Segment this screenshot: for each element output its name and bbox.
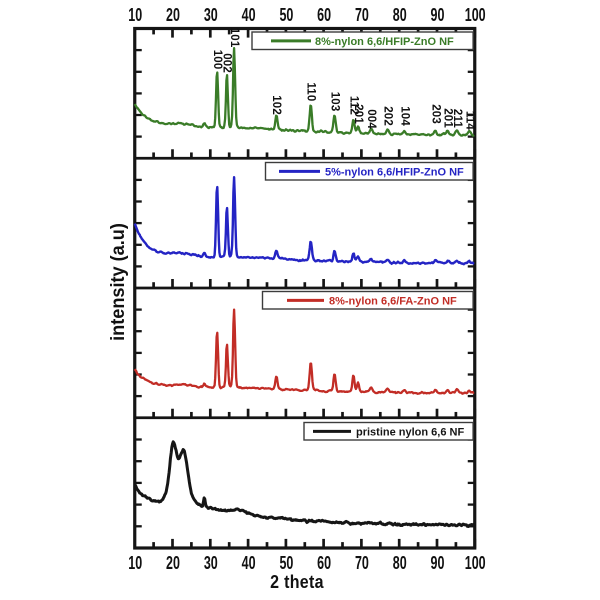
svg-text:2 theta: 2 theta — [270, 571, 324, 592]
svg-text:103: 103 — [328, 92, 340, 112]
svg-text:50: 50 — [279, 554, 293, 574]
svg-text:80: 80 — [393, 554, 407, 574]
svg-text:80: 80 — [393, 6, 407, 26]
svg-text:203: 203 — [429, 104, 441, 124]
svg-text:60: 60 — [317, 6, 331, 26]
svg-text:102: 102 — [270, 95, 282, 115]
svg-text:60: 60 — [317, 554, 331, 574]
svg-text:114: 114 — [463, 111, 475, 131]
svg-text:30: 30 — [204, 6, 218, 26]
svg-text:112: 112 — [347, 96, 359, 115]
svg-text:90: 90 — [431, 6, 445, 26]
svg-text:50: 50 — [279, 6, 293, 26]
svg-text:201: 201 — [441, 108, 453, 128]
svg-text:10: 10 — [128, 554, 142, 574]
svg-text:104: 104 — [398, 106, 410, 126]
svg-text:10: 10 — [128, 6, 142, 26]
svg-text:110: 110 — [305, 82, 317, 101]
svg-text:004: 004 — [365, 109, 377, 129]
svg-text:20: 20 — [166, 6, 180, 26]
svg-text:202: 202 — [381, 106, 393, 126]
svg-text:90: 90 — [431, 554, 445, 574]
svg-text:101: 101 — [228, 28, 240, 48]
svg-text:20: 20 — [166, 554, 180, 574]
svg-text:211: 211 — [451, 109, 463, 129]
svg-text:100: 100 — [465, 6, 486, 26]
svg-text:40: 40 — [242, 6, 256, 26]
svg-text:intensity (a.u): intensity (a.u) — [106, 223, 128, 341]
svg-text:002: 002 — [221, 53, 233, 73]
svg-text:30: 30 — [204, 554, 218, 574]
svg-text:5%-nylon 6,6/HFIP-ZnO NF: 5%-nylon 6,6/HFIP-ZnO NF — [325, 167, 464, 179]
svg-text:100: 100 — [465, 554, 486, 574]
svg-text:8%-nylon 6,6/HFIP-ZnO NF: 8%-nylon 6,6/HFIP-ZnO NF — [315, 36, 454, 48]
svg-text:40: 40 — [242, 554, 256, 574]
svg-text:70: 70 — [355, 554, 369, 574]
svg-text:pristine nylon 6,6 NF: pristine nylon 6,6 NF — [356, 427, 464, 439]
svg-text:201: 201 — [352, 104, 364, 124]
svg-text:8%-nylon 6,6/FA-ZnO NF: 8%-nylon 6,6/FA-ZnO NF — [329, 296, 457, 308]
svg-text:70: 70 — [355, 6, 369, 26]
svg-text:100: 100 — [211, 50, 223, 70]
